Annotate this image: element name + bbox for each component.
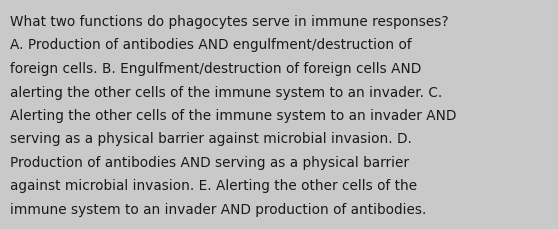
Text: What two functions do phagocytes serve in immune responses?: What two functions do phagocytes serve i…: [10, 15, 449, 29]
Text: foreign cells. B. Engulfment/destruction of foreign cells AND: foreign cells. B. Engulfment/destruction…: [10, 62, 421, 76]
Text: serving as a physical barrier against microbial invasion. D.: serving as a physical barrier against mi…: [10, 132, 412, 146]
Text: Alerting the other cells of the immune system to an invader AND: Alerting the other cells of the immune s…: [10, 109, 456, 123]
Text: A. Production of antibodies AND engulfment/destruction of: A. Production of antibodies AND engulfme…: [10, 38, 412, 52]
Text: immune system to an invader AND production of antibodies.: immune system to an invader AND producti…: [10, 202, 426, 216]
Text: alerting the other cells of the immune system to an invader. C.: alerting the other cells of the immune s…: [10, 85, 442, 99]
Text: against microbial invasion. E. Alerting the other cells of the: against microbial invasion. E. Alerting …: [10, 179, 417, 193]
Text: Production of antibodies AND serving as a physical barrier: Production of antibodies AND serving as …: [10, 155, 409, 169]
